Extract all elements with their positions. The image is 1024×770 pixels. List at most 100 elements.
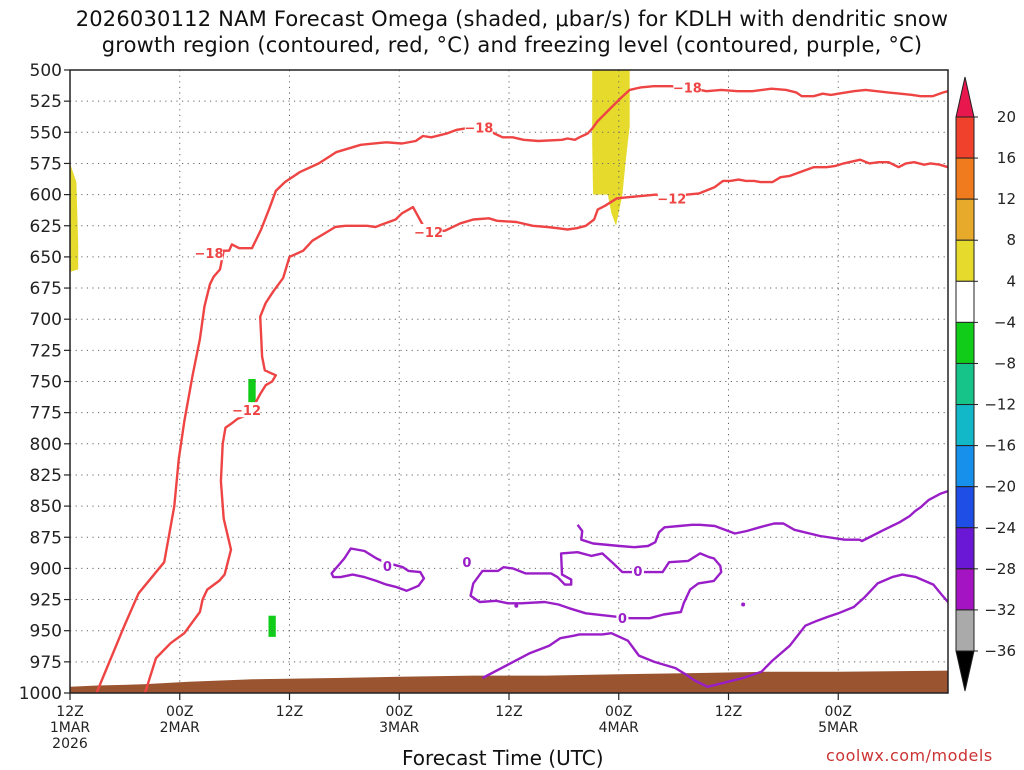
colorbar-block-12	[955, 568, 975, 611]
contour-m18-0	[95, 85, 949, 694]
ytick-label-725: 725	[30, 341, 62, 361]
x-axis-label: Forecast Time (UTC)	[402, 746, 604, 770]
omega-region-0	[70, 163, 79, 272]
colorbar-label-5: −4	[994, 313, 1016, 331]
colorbar-label-11: −28	[984, 560, 1016, 578]
colorbar-block-1	[955, 116, 975, 159]
contour-label-bg-1-2	[657, 190, 686, 206]
contour-label-bg-1-0	[232, 402, 261, 418]
colorbar-label-6: −8	[994, 354, 1016, 372]
colorbar-label-4: 4	[1006, 272, 1016, 290]
ytick-label-900: 900	[30, 559, 62, 579]
chart-title-line-1: 2026030112 NAM Forecast Omega (shaded, μ…	[75, 7, 949, 31]
colorbar-block-2	[955, 157, 975, 200]
ytick-label-550: 550	[30, 123, 62, 143]
colorbar-label-12: −32	[984, 601, 1016, 619]
contour-label-bg-0-0	[195, 245, 224, 261]
colorbar-label-8: −16	[984, 437, 1016, 455]
omega-region-1	[592, 70, 630, 226]
xtick-label-0-0: 12Z	[56, 704, 83, 720]
xtick-label-84-1: 5MAR	[818, 720, 859, 736]
ytick-label-575: 575	[30, 154, 62, 174]
xtick-label-36-1: 3MAR	[379, 720, 420, 736]
ytick-label-825: 825	[30, 466, 62, 486]
contour-label-2-0: 0	[383, 560, 392, 575]
contour-label-bg-0-2	[673, 79, 702, 95]
colorbar-label-10: −24	[984, 519, 1016, 537]
contour-label-bg-3-0	[460, 554, 473, 570]
contour-label-1-0: −12	[232, 404, 261, 419]
contour-0-5	[481, 573, 949, 688]
ytick-label-975: 975	[30, 653, 62, 673]
xtick-label-36-0: 00Z	[386, 704, 413, 720]
contour-label-bg-3-2	[616, 610, 629, 626]
colorbar-label-2: 12	[997, 190, 1016, 208]
contour-0-2	[330, 547, 426, 592]
source-credit: coolwx.com/models	[826, 746, 993, 765]
colorbar-label-0: 20	[997, 108, 1016, 126]
freezing-dot-0	[514, 603, 519, 608]
colorbar-block-9	[955, 445, 975, 488]
xtick-label-12-0: 00Z	[166, 704, 193, 720]
xtick-label-12-1: 2MAR	[160, 720, 201, 736]
ytick-label-800: 800	[30, 435, 62, 455]
contour-label-bg-3-1	[631, 562, 644, 578]
contour-label-bg-1-1	[414, 223, 443, 239]
xtick-label-72-0: 12Z	[715, 704, 742, 720]
terrain-surface	[70, 670, 948, 693]
ytick-label-925: 925	[30, 591, 62, 611]
chart-title: 2026030112 NAM Forecast Omega (shaded, μ…	[0, 6, 1024, 58]
colorbar-block-5	[955, 280, 975, 323]
contour-label-3-1: 0	[633, 565, 642, 580]
colorbar-block-4	[955, 239, 975, 282]
colorbar-bottom-arrow	[955, 650, 975, 692]
contour-label-3-0: 0	[462, 556, 471, 571]
ytick-label-500: 500	[30, 61, 62, 81]
contour-label-0-0: −18	[195, 247, 224, 262]
ytick-label-875: 875	[30, 528, 62, 548]
ytick-label-1000: 1000	[19, 684, 62, 704]
xtick-label-24-0: 12Z	[276, 704, 303, 720]
ytick-label-750: 750	[30, 373, 62, 393]
colorbar-block-7	[955, 362, 975, 406]
gridlines	[70, 70, 948, 693]
ytick-label-650: 650	[30, 248, 62, 268]
ytick-label-675: 675	[30, 279, 62, 299]
ytick-label-850: 850	[30, 497, 62, 517]
colorbar-label-7: −12	[984, 396, 1016, 414]
ytick-label-700: 700	[30, 310, 62, 330]
colorbar-block-8	[955, 404, 975, 447]
contour-0-3	[469, 551, 723, 620]
freezing-dot-1	[741, 602, 746, 607]
contour-label-0-2: −18	[673, 81, 702, 96]
colorbar-label-3: 8	[1006, 231, 1016, 249]
ytick-label-625: 625	[30, 217, 62, 237]
contour-label-0-1: −18	[464, 121, 493, 136]
ytick-label-775: 775	[30, 404, 62, 424]
colorbar-label-1: 16	[997, 149, 1016, 167]
contour-0-4	[576, 489, 949, 549]
colorbar-top-arrow	[955, 76, 975, 118]
ytick-label-600: 600	[30, 186, 62, 206]
ytick-label-525: 525	[30, 92, 62, 112]
colorbar-block-3	[955, 198, 975, 241]
contour-label-bg-2-0	[381, 557, 394, 573]
xtick-label-60-1: 4MAR	[599, 720, 640, 736]
contour-label-3-2: 0	[618, 612, 627, 627]
colorbar-block-10	[955, 486, 975, 529]
chart-title-line-2: growth region (contoured, red, °C) and f…	[101, 33, 923, 57]
contour-label-bg-0-1	[464, 119, 493, 135]
omega-region-2	[248, 379, 256, 404]
contour-label-1-1: −12	[414, 226, 443, 241]
colorbar-block-6	[955, 321, 975, 364]
xtick-label-84-0: 00Z	[825, 704, 852, 720]
colorbar-label-9: −20	[984, 478, 1016, 496]
contour-m12-1	[143, 158, 949, 694]
omega-region-3	[268, 615, 276, 637]
colorbar-label-13: −36	[984, 642, 1016, 660]
colorbar-block-11	[955, 527, 975, 570]
contour-label-1-2: −12	[657, 192, 686, 207]
xtick-label-0-2: 2026	[52, 736, 88, 752]
ytick-label-950: 950	[30, 622, 62, 642]
